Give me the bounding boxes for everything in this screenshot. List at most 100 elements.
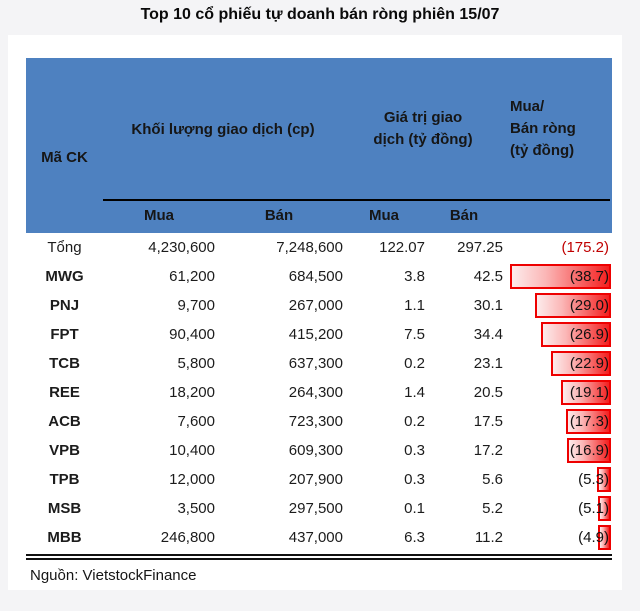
source-note: Nguồn: VietstockFinance [30, 567, 197, 584]
val-buy-cell: 1.1 [404, 297, 425, 314]
val-sell-cell: 5.2 [482, 500, 503, 517]
net-value: (19.1) [569, 384, 609, 401]
sub-header-row: Mua Bán Mua Bán [26, 201, 612, 233]
net-cell: (29.0) [503, 291, 612, 320]
net-cell: (38.7) [503, 262, 612, 291]
net-cell: (19.1) [503, 378, 612, 407]
vol-buy-cell: 9,700 [177, 297, 215, 314]
ticker-cell: VPB [49, 442, 80, 459]
col-header-volume-group: Khối lượng giao dịch (cp) [131, 120, 315, 138]
net-cell: (17.3) [503, 407, 612, 436]
header-divider-line [103, 199, 610, 201]
vol-sell-cell: 264,300 [288, 384, 343, 401]
net-value: (22.9) [569, 355, 609, 372]
val-buy-cell: 0.3 [404, 442, 425, 459]
vol-buy-cell: 7,600 [177, 413, 215, 430]
ticker-cell: FPT [50, 326, 79, 343]
vol-sell-cell: 437,000 [288, 529, 343, 546]
net-cell: (16.9) [503, 436, 612, 465]
ticker-cell: REE [49, 384, 80, 401]
net-value: (4.9) [578, 529, 609, 546]
vol-sell-cell: 684,500 [288, 268, 343, 285]
ticker-cell: MSB [47, 500, 82, 517]
vol-buy-cell: 61,200 [169, 268, 215, 285]
net-cell: (22.9) [503, 349, 612, 378]
table-row: MWG 61,200 684,500 3.8 42.5 (38.7) [26, 262, 612, 291]
total-ticker-cell: Tổng [47, 239, 82, 256]
stocks-table: Mã CK Khối lượng giao dịch (cp) Giá trị … [26, 58, 612, 560]
val-sell-cell: 34.4 [473, 326, 503, 343]
total-net-cell: (175.2) [503, 233, 612, 262]
net-value: (38.7) [569, 268, 609, 285]
total-net-value: (175.2) [561, 239, 609, 256]
vol-sell-cell: 267,000 [288, 297, 343, 314]
content-card: Mã CK Khối lượng giao dịch (cp) Giá trị … [8, 35, 622, 590]
net-cell: (5.3) [503, 465, 612, 494]
vol-buy-cell: 12,000 [169, 471, 215, 488]
table-row: MBB 246,800 437,000 6.3 11.2 (4.9) [26, 523, 612, 552]
net-value: (16.9) [569, 442, 609, 459]
val-buy-cell: 1.4 [404, 384, 425, 401]
vol-sell-cell: 637,300 [288, 355, 343, 372]
ticker-cell: MWG [45, 268, 84, 285]
val-sell-cell: 5.6 [482, 471, 503, 488]
net-cell: (4.9) [503, 523, 612, 552]
sub-header-val-buy: Mua [369, 207, 399, 224]
net-data-bar [566, 409, 611, 434]
ticker-cell: MBB [47, 529, 82, 546]
net-value: (17.3) [569, 413, 609, 430]
val-buy-cell: 3.8 [404, 268, 425, 285]
vol-sell-cell: 415,200 [288, 326, 343, 343]
table-row: TCB 5,800 637,300 0.2 23.1 (22.9) [26, 349, 612, 378]
val-buy-cell: 6.3 [404, 529, 425, 546]
col-header-value-group: Giá trị giao dịch (tỷ đồng) [343, 58, 503, 200]
val-buy-cell: 0.2 [404, 355, 425, 372]
table-row: PNJ 9,700 267,000 1.1 30.1 (29.0) [26, 291, 612, 320]
sub-header-vol-buy: Mua [144, 207, 174, 224]
vol-buy-cell: 90,400 [169, 326, 215, 343]
vol-buy-cell: 5,800 [177, 355, 215, 372]
table-row: TPB 12,000 207,900 0.3 5.6 (5.3) [26, 465, 612, 494]
vol-buy-cell: 18,200 [169, 384, 215, 401]
total-divider-double-line [26, 554, 612, 560]
net-data-bar [551, 351, 611, 376]
table-row: FPT 90,400 415,200 7.5 34.4 (26.9) [26, 320, 612, 349]
val-sell-cell: 20.5 [473, 384, 503, 401]
vol-sell-cell: 723,300 [288, 413, 343, 430]
table-total-row: Tổng 4,230,600 7,248,600 122.07 297.25 (… [26, 233, 612, 262]
table-row: MSB 3,500 297,500 0.1 5.2 (5.1) [26, 494, 612, 523]
net-cell: (26.9) [503, 320, 612, 349]
col-header-ticker: Mã CK [41, 148, 88, 166]
ticker-cell: ACB [48, 413, 81, 430]
net-data-bar [567, 438, 611, 463]
table-row: ACB 7,600 723,300 0.2 17.5 (17.3) [26, 407, 612, 436]
net-data-bar [535, 293, 611, 318]
net-cell: (5.1) [503, 494, 612, 523]
val-sell-cell: 42.5 [473, 268, 503, 285]
table-row: REE 18,200 264,300 1.4 20.5 (19.1) [26, 378, 612, 407]
table-body: MWG 61,200 684,500 3.8 42.5 (38.7) PNJ 9… [26, 262, 612, 552]
net-data-bar [541, 322, 611, 347]
net-value: (29.0) [569, 297, 609, 314]
total-vol-buy-cell: 4,230,600 [148, 239, 215, 256]
vol-buy-cell: 246,800 [160, 529, 215, 546]
vol-buy-cell: 10,400 [169, 442, 215, 459]
ticker-cell: TCB [49, 355, 80, 372]
vol-sell-cell: 297,500 [288, 500, 343, 517]
val-sell-cell: 11.2 [474, 529, 503, 546]
net-value: (5.3) [578, 471, 609, 488]
val-sell-cell: 17.5 [473, 413, 503, 430]
sub-header-vol-sell: Bán [264, 207, 294, 224]
total-vol-sell-cell: 7,248,600 [276, 239, 343, 256]
net-data-bar [598, 525, 611, 550]
net-group-line-2: Bán ròng [510, 120, 576, 138]
col-header-net-group: Mua/ Bán ròng (tỷ đồng) [503, 58, 612, 200]
val-buy-cell: 0.3 [404, 471, 425, 488]
vol-buy-cell: 3,500 [177, 500, 215, 517]
val-buy-cell: 0.2 [404, 413, 425, 430]
net-data-bar [598, 496, 611, 521]
val-buy-cell: 0.1 [404, 500, 425, 517]
net-data-bar [510, 264, 611, 289]
net-value: (5.1) [578, 500, 609, 517]
